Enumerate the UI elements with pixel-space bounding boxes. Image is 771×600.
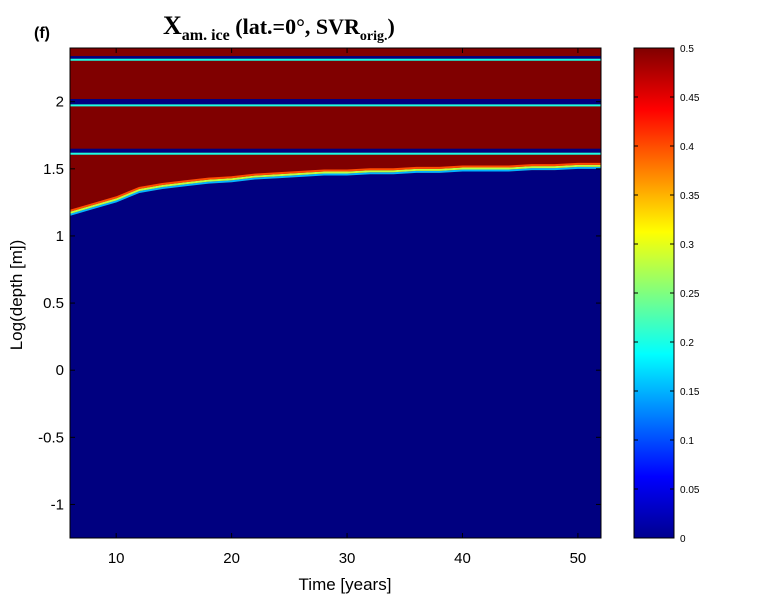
ice-free-band <box>70 56 601 59</box>
plot-frame <box>69 47 602 539</box>
y-tick-label: 2 <box>56 94 64 111</box>
y-tick-label: 1 <box>56 228 64 245</box>
y-axis-label: Log(depth [m]) <box>7 240 26 351</box>
y-tick-label: 0 <box>56 362 64 379</box>
title-end: ) <box>387 14 394 39</box>
ice-free-band-edge <box>70 104 601 107</box>
colorbar-tick-label: 0.15 <box>680 387 700 398</box>
colorbar-tick-label: 0.5 <box>680 44 694 55</box>
colorbar-tick-label: 0.3 <box>680 240 694 251</box>
ice-free-band <box>70 148 601 153</box>
heatmap <box>70 48 601 538</box>
title-sub1: am. ice <box>182 27 230 44</box>
ice-front-rim <box>70 162 601 212</box>
panel-label: (f) <box>34 25 50 42</box>
chart-title: Xam. ice (lat.=0°, SVRorig.) <box>163 11 395 44</box>
colorbar-tick-label: 0.05 <box>680 485 700 496</box>
colorbar-tick-label: 0.25 <box>680 289 700 300</box>
x-tick-label: 30 <box>339 550 356 567</box>
colorbar-tick-label: 0.1 <box>680 436 694 447</box>
y-tick-label: 1.5 <box>43 161 64 178</box>
y-tick-label: 0.5 <box>43 295 64 312</box>
x-axis: 10 20 30 40 50 <box>108 48 586 567</box>
ice-free-band-edge <box>70 152 601 155</box>
ice-rich-region <box>70 48 601 216</box>
colorbar-tick-label: 0.45 <box>680 93 700 104</box>
y-tick-label: -0.5 <box>38 429 64 446</box>
title-main: X <box>163 11 182 40</box>
ice-free-band-edge <box>70 58 601 61</box>
colorbar <box>633 47 675 539</box>
y-tick-label: -1 <box>51 496 64 513</box>
title-sub2: orig. <box>360 29 388 44</box>
title-mid: (lat.=0°, SVR <box>230 14 361 39</box>
colorbar-tick-label: 0 <box>680 534 686 545</box>
x-axis-label: Time [years] <box>299 575 392 594</box>
x-tick-label: 50 <box>570 550 587 567</box>
ice-front-rim <box>70 166 601 216</box>
y-axis: -1 -0.5 0 0.5 1 1.5 2 <box>38 94 601 513</box>
x-tick-label: 10 <box>108 550 125 567</box>
colorbar-tick-label: 0.35 <box>680 191 700 202</box>
colorbar-tick-label: 0.2 <box>680 338 694 349</box>
colorbar-tick-label: 0.4 <box>680 142 694 153</box>
ice-front-rim <box>70 164 601 214</box>
x-tick-label: 20 <box>223 550 240 567</box>
x-tick-label: 40 <box>454 550 471 567</box>
ice-free-band <box>70 99 601 105</box>
colorbar-ticks: 0 0.05 0.1 0.15 0.2 0.25 0.3 0.35 0.4 0.45 0.5 <box>634 44 700 545</box>
